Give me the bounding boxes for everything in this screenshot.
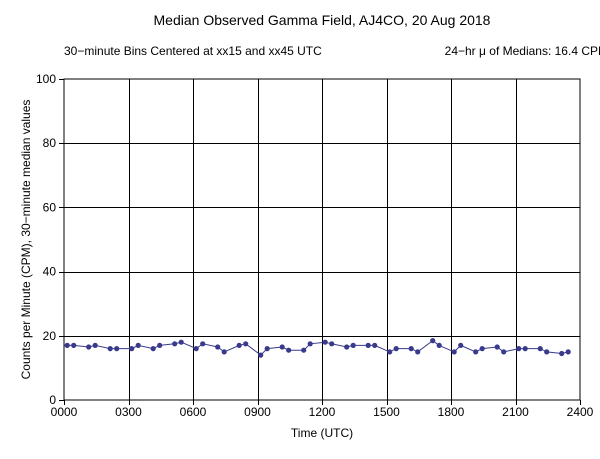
data-point: [264, 346, 270, 352]
data-point: [193, 346, 199, 352]
x-tick-label: 1500: [373, 405, 400, 419]
data-point: [243, 341, 249, 347]
x-tick-label: 0300: [115, 405, 142, 419]
data-point: [501, 349, 507, 355]
data-point: [408, 346, 414, 352]
data-point: [479, 346, 485, 352]
data-point: [221, 349, 227, 355]
data-point: [301, 347, 307, 353]
data-point: [559, 350, 565, 357]
data-point: [178, 339, 184, 345]
y-tick-label: 20: [43, 329, 57, 343]
data-point: [494, 344, 500, 350]
series-group: [64, 338, 571, 358]
x-tick-label: 1200: [309, 405, 336, 419]
x-tick-label: 0600: [180, 405, 207, 419]
data-point: [516, 346, 522, 352]
data-point: [64, 342, 70, 348]
data-point: [537, 346, 543, 352]
x-tick-label: 2400: [567, 405, 594, 419]
data-point: [86, 344, 92, 350]
data-point: [393, 346, 399, 352]
chart-title: Median Observed Gamma Field, AJ4CO, 20 A…: [154, 12, 491, 28]
data-point: [129, 346, 135, 352]
data-point: [150, 346, 156, 352]
data-point: [307, 341, 313, 347]
data-point: [322, 339, 328, 345]
data-point: [172, 341, 178, 347]
data-point: [215, 344, 221, 350]
y-tick-label: 0: [49, 393, 56, 407]
x-tick-labels: 0000 0300 0600 0900 1200 1500 1800 2100 2400: [51, 405, 594, 419]
data-point: [135, 342, 141, 348]
x-tick-label: 0000: [51, 405, 78, 419]
data-point: [565, 349, 571, 355]
data-point: [329, 341, 335, 347]
grid: [64, 79, 580, 400]
y-tick-label: 60: [43, 200, 57, 214]
data-point: [344, 344, 350, 350]
data-point: [458, 342, 464, 348]
data-point: [451, 349, 457, 355]
tick-marks: [59, 79, 581, 405]
data-point: [522, 346, 528, 352]
x-tick-label: 2100: [502, 405, 529, 419]
x-tick-label: 0900: [244, 405, 271, 419]
x-tick-label: 1800: [438, 405, 465, 419]
data-point: [473, 349, 479, 355]
x-axis-label: Time (UTC): [291, 426, 353, 440]
y-tick-label: 80: [43, 136, 57, 150]
data-point: [415, 349, 421, 355]
chart-subtitle-right: 24−hr μ of Medians: 16.4 CPM: [445, 44, 600, 58]
y-tick-labels: 0 20 40 60 80 100: [36, 72, 56, 407]
data-point: [114, 346, 120, 352]
data-point: [436, 342, 442, 348]
data-point: [157, 342, 163, 348]
data-point: [286, 347, 292, 353]
y-tick-label: 100: [36, 72, 56, 86]
data-point: [372, 342, 378, 348]
data-point: [387, 349, 393, 355]
data-point: [107, 346, 113, 352]
y-axis-label: Counts per Minute (CPM), 30−minute media…: [19, 100, 33, 380]
data-point: [350, 342, 356, 348]
y-tick-label: 40: [43, 265, 57, 279]
data-point: [430, 338, 436, 344]
data-point: [236, 342, 242, 348]
data-point: [279, 344, 285, 350]
data-point: [92, 342, 98, 348]
data-point: [365, 342, 371, 348]
data-point: [258, 352, 264, 358]
data-point: [71, 342, 77, 348]
data-point: [200, 341, 206, 347]
data-point: [544, 349, 550, 355]
chart-subtitle-left: 30−minute Bins Centered at xx15 and xx45…: [64, 44, 322, 58]
